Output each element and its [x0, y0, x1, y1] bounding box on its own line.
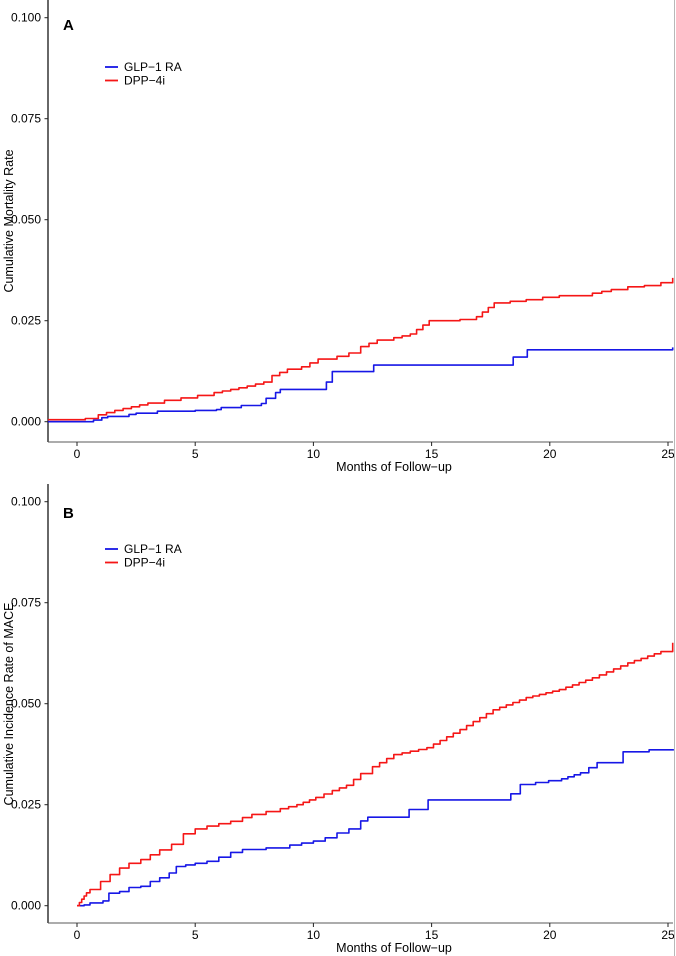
y-tick-label: 0.000 — [11, 415, 41, 429]
legend-label-glp1-ra: GLP−1 RA — [124, 60, 182, 74]
legend-label-dpp4i: DPP−4i — [124, 556, 165, 570]
legend-label-glp1-ra: GLP−1 RA — [124, 542, 182, 556]
x-tick-label: 20 — [543, 928, 557, 942]
panel-b-legend: GLP−1 RA DPP−4i — [105, 542, 182, 570]
x-tick-label: 0 — [74, 447, 81, 461]
panel-b-mace-incidence-chart: 0.000 0.025 0.050 0.075 0.100 0 5 10 15 20 25 B Mo… — [2, 484, 675, 955]
panel-a-cumulative-mortality-chart: 0.000 0.025 0.050 0.075 0.100 0 5 10 15 20 25 A Mo… — [2, 0, 675, 474]
x-tick-label: 5 — [192, 928, 199, 942]
x-tick-label: 10 — [307, 447, 321, 461]
x-tick-label: 15 — [425, 928, 439, 942]
panel-b-y-axis-title: Cumulative Incidence Rate of MACE — [2, 603, 16, 806]
panel-a-letter: A — [63, 17, 74, 34]
figure-right-border — [674, 0, 675, 956]
y-tick-label: 0.100 — [11, 495, 41, 509]
x-tick-label: 10 — [307, 928, 321, 942]
y-tick-label: 0.000 — [11, 899, 41, 913]
panel-a-plot-area: 0.000 0.025 0.050 0.075 0.100 0 5 10 15 20 25 — [11, 0, 675, 461]
legend-label-dpp4i: DPP−4i — [124, 74, 165, 88]
panel-b-letter: B — [63, 505, 74, 522]
y-tick-label: 0.050 — [11, 697, 41, 711]
panel-a-y-axis-title: Cumulative Mortality Rate — [2, 149, 16, 292]
y-tick-label: 0.100 — [11, 11, 41, 25]
x-tick-label: 25 — [661, 928, 675, 942]
panel-b-x-axis-title: Months of Follow−up — [336, 941, 452, 955]
y-tick-label: 0.075 — [11, 112, 41, 126]
panel-b-plot-area: 0.000 0.025 0.050 0.075 0.100 0 5 10 15 20 25 — [11, 484, 675, 942]
series-curve-glp-1-ra — [47, 347, 674, 423]
panel-a-x-axis-title: Months of Follow−up — [336, 460, 452, 474]
x-tick-label: 5 — [192, 447, 199, 461]
series-curve-glp-1-ra — [77, 749, 674, 907]
panel-a-legend: GLP−1 RA DPP−4i — [105, 60, 182, 88]
y-tick-label: 0.025 — [11, 798, 41, 812]
x-tick-label: 15 — [425, 447, 439, 461]
y-tick-label: 0.050 — [11, 213, 41, 227]
y-tick-label: 0.075 — [11, 596, 41, 610]
series-curve-dpp-4i — [47, 277, 674, 421]
y-tick-label: 0.025 — [11, 314, 41, 328]
x-tick-label: 20 — [543, 447, 557, 461]
series-curve-dpp-4i — [77, 642, 674, 907]
x-tick-label: 0 — [74, 928, 81, 942]
x-tick-label: 25 — [661, 447, 675, 461]
